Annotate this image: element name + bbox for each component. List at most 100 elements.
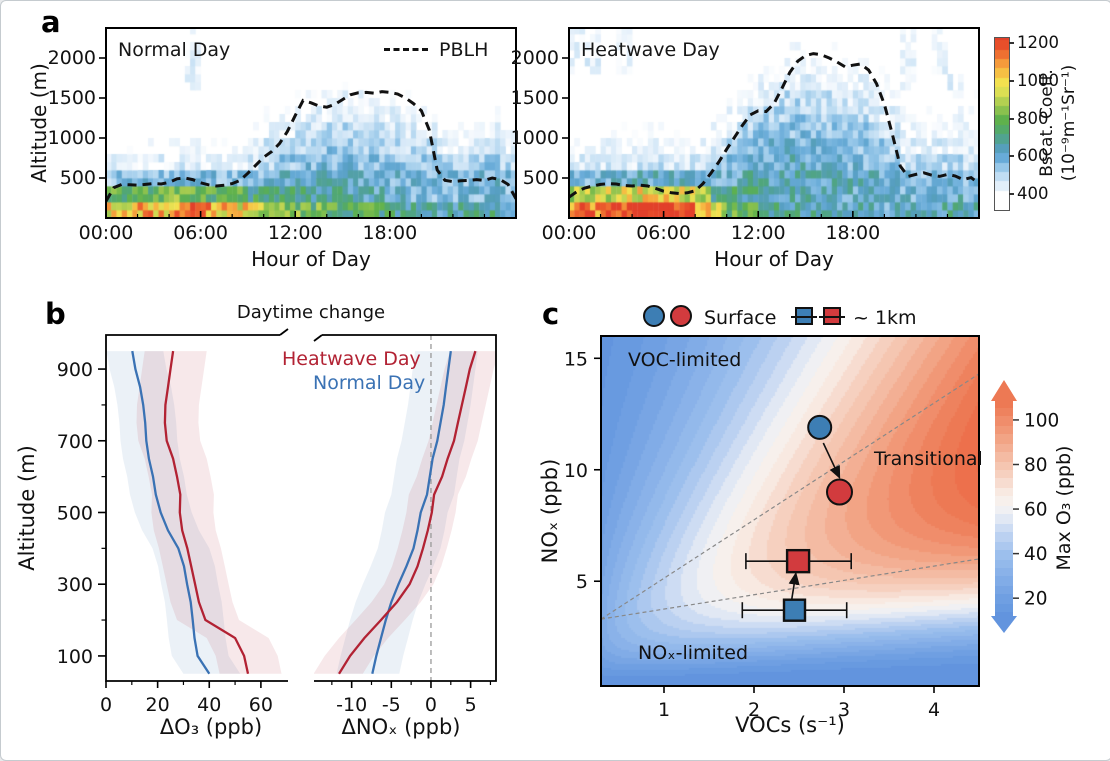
- legend-surface-normal-circle: [643, 305, 665, 327]
- profile-line: [371, 350, 452, 675]
- hour-axis-label-right: Hour of Day: [714, 247, 834, 271]
- normal-day-axes-svg: [99, 27, 517, 219]
- hour-tick-label: 18:00: [825, 222, 881, 244]
- svg-text:40: 40: [197, 694, 221, 716]
- altitude-tick-label: 2000: [47, 47, 96, 69]
- svg-text:2: 2: [748, 699, 760, 721]
- altitude-tick-label: 1500: [47, 87, 96, 109]
- bscat-colorbar-tick-label: 800: [1017, 108, 1049, 128]
- profiles-svg: 100 300 500 700 900 0 20 40 60 -10 -5 0 5: [57, 328, 497, 716]
- colorbar-tick: [1009, 192, 1014, 195]
- svg-text:500: 500: [57, 502, 93, 524]
- svg-text:60: 60: [249, 694, 273, 716]
- shift-arrow: [788, 571, 800, 600]
- hour-tick-label: 00:00: [78, 222, 134, 244]
- ekma-overlay-svg: 1 2 3 4 5 10 15: [564, 335, 980, 721]
- svg-text:5: 5: [576, 571, 588, 593]
- hour-tick-label: 12:00: [730, 222, 786, 244]
- normal-day-heatmap-canvas: [106, 28, 516, 218]
- colorbar-tick: [1009, 80, 1014, 83]
- legend-km1-normal-square: [791, 307, 817, 325]
- delta-o3-axis-label: ΔO₃ (ppb): [159, 715, 263, 739]
- hour-tick-label: 12:00: [267, 222, 323, 244]
- normal-day-plot: Normal Day PBLH: [99, 27, 517, 219]
- pblh-legend-label: PBLH: [439, 39, 489, 61]
- regime-boundary-line: [600, 373, 980, 620]
- svg-text:20: 20: [1024, 589, 1048, 610]
- region-nox-limited: NOₓ-limited: [638, 642, 749, 664]
- colorbar-tick: [1009, 155, 1014, 158]
- svg-text:4: 4: [928, 699, 940, 721]
- hour-axis-label-left: Hour of Day: [251, 247, 371, 271]
- svg-text:0: 0: [100, 694, 112, 716]
- marker-km1-normal: [782, 598, 807, 622]
- legend-surface-label: Surface: [704, 307, 777, 329]
- marker-surface-heatwave: [826, 478, 853, 506]
- panel-b-label: b: [45, 297, 66, 331]
- profile-line: [163, 350, 250, 675]
- bscat-colorbar-label-2: (10⁻⁹m⁻¹Sr⁻¹): [1059, 64, 1079, 182]
- hour-tick-label: 06:00: [636, 222, 691, 244]
- svg-text:5: 5: [465, 694, 477, 716]
- altitude-tick-label: 500: [522, 167, 559, 189]
- svg-text:300: 300: [57, 574, 93, 596]
- legend-km1-label: ~ 1km: [853, 307, 917, 329]
- ekma-contour-canvas: [601, 336, 979, 686]
- altitude-tick-label: 1000: [47, 127, 96, 149]
- svg-text:900: 900: [57, 359, 93, 381]
- bscat-colorbar-tick-label: 1000: [1017, 71, 1059, 91]
- altitude-tick-label: 1500: [510, 87, 559, 109]
- svg-text:10: 10: [564, 460, 588, 482]
- normal-day-title: Normal Day: [118, 39, 231, 61]
- bscat-colorbar-tick-label: 400: [1017, 183, 1049, 203]
- legend-surface-heatwave-circle: [670, 305, 692, 327]
- svg-text:3: 3: [838, 699, 850, 721]
- vocs-axis-label: VOCs (s⁻¹): [735, 713, 845, 737]
- marker-surface-normal: [807, 414, 833, 440]
- bscat-colorbar-canvas: [995, 38, 1009, 210]
- legend-normal-day: Normal Day: [313, 372, 426, 394]
- svg-text:100: 100: [57, 646, 93, 668]
- profile-line: [131, 350, 211, 675]
- svg-text:80: 80: [1024, 455, 1048, 476]
- hour-tick-label: 18:00: [362, 222, 418, 244]
- svg-text:-5: -5: [382, 694, 401, 716]
- bscat-colorbar: [994, 37, 1010, 211]
- svg-text:700: 700: [57, 431, 93, 453]
- max-o3-colorbar: 20 40 60 80 100: [991, 380, 1059, 633]
- legend-square-line: [819, 316, 845, 318]
- panel-c-label: c: [542, 297, 560, 331]
- shift-arrow: [822, 442, 841, 480]
- heatwave-day-heatmap-canvas: [569, 28, 979, 218]
- svg-text:60: 60: [1024, 500, 1048, 521]
- marker-km1-heatwave: [785, 548, 811, 574]
- max-o3-colorbar-label: Max O₃ (ppb): [1053, 445, 1075, 571]
- colorbar-tick: [1009, 42, 1014, 45]
- svg-text:40: 40: [1024, 544, 1048, 565]
- svg-text:-10: -10: [336, 694, 367, 716]
- legend-km1-heatwave-square: [819, 307, 845, 325]
- pblh-line: [106, 90, 516, 202]
- bscat-colorbar-tick-label: 600: [1017, 146, 1049, 166]
- svg-text:0: 0: [425, 694, 437, 716]
- hour-tick-label: 06:00: [173, 222, 228, 244]
- svg-text:15: 15: [564, 348, 588, 370]
- heatwave-day-axes-svg: [562, 27, 980, 219]
- svg-text:1: 1: [658, 699, 670, 721]
- legend-square-line: [791, 316, 817, 318]
- delta-nox-axis-label: ΔNOₓ (ppb): [341, 715, 461, 739]
- bscat-colorbar-tick-label: 1200: [1017, 33, 1059, 53]
- altitude-tick-label: 2000: [510, 47, 559, 69]
- pblh-line: [569, 52, 979, 199]
- colorbar-tick: [1009, 117, 1014, 120]
- region-transitional: Transitional: [874, 448, 983, 470]
- altitude-tick-label: 1000: [510, 127, 559, 149]
- panel-a-label: a: [41, 5, 61, 39]
- panel-b-title: Daytime change: [236, 302, 386, 323]
- altitude-axis-label-a: Altitude (m): [27, 63, 51, 183]
- altitude-axis-label-b: Altitude (m): [15, 445, 39, 571]
- hour-tick-label: 00:00: [541, 222, 597, 244]
- nox-axis-label: NOₓ (ppb): [538, 458, 562, 564]
- profile-line: [338, 350, 477, 675]
